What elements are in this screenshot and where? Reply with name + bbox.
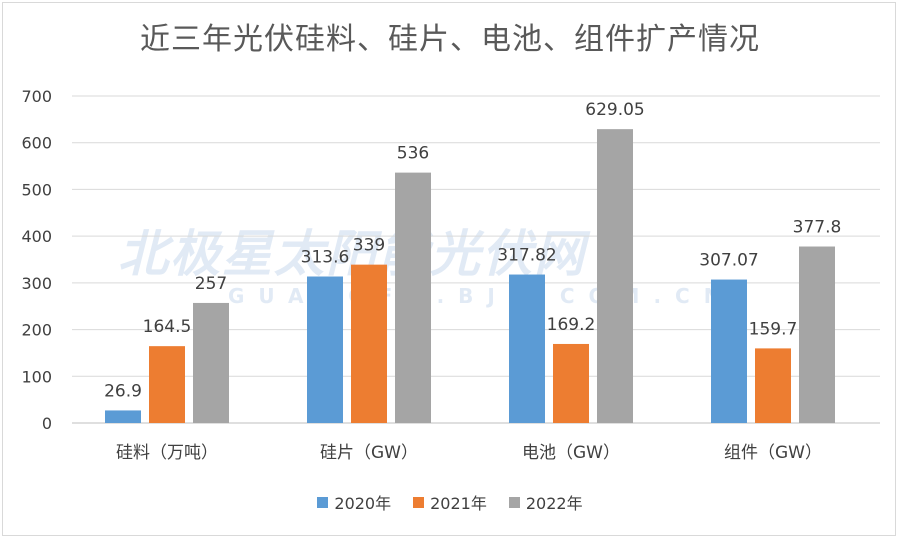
- bar: [395, 172, 431, 423]
- x-tick-label: 硅料（万吨）: [116, 443, 218, 463]
- legend-item: 2020年: [317, 490, 391, 514]
- data-label: 164.5: [143, 317, 192, 337]
- y-tick-label: 300: [21, 274, 52, 293]
- data-label: 377.8: [793, 218, 842, 238]
- data-label: 159.7: [749, 319, 798, 339]
- legend-swatch: [317, 496, 329, 508]
- bar: [755, 348, 791, 423]
- legend-swatch: [413, 496, 425, 508]
- data-label: 536: [397, 144, 429, 164]
- legend-label: 2021年: [430, 494, 487, 513]
- y-tick-label: 400: [21, 227, 52, 246]
- y-tick-label: 100: [21, 367, 52, 386]
- data-label: 317.82: [497, 246, 556, 266]
- chart-title: 近三年光伏硅料、硅片、电池、组件扩产情况: [140, 22, 760, 57]
- legend-item: 2021年: [413, 490, 487, 514]
- bar: [193, 302, 229, 423]
- legend-label: 2020年: [334, 494, 392, 513]
- chart-legend: 2020年 2021年 2022年: [0, 490, 900, 514]
- bar: [711, 279, 747, 423]
- y-tick-label: 500: [21, 180, 52, 199]
- bar: [597, 129, 633, 423]
- y-tick-label: 700: [21, 87, 52, 106]
- y-tick-label: 600: [21, 134, 52, 153]
- bar: [105, 410, 141, 423]
- x-tick-label: 硅片（GW）: [320, 443, 418, 463]
- bar: [351, 264, 387, 423]
- y-tick-label: 200: [21, 321, 52, 340]
- bar: [307, 276, 343, 423]
- data-label: 313.6: [301, 248, 350, 268]
- y-tick-label: 0: [42, 414, 52, 433]
- data-label: 26.9: [104, 381, 142, 401]
- bar: [509, 274, 545, 423]
- data-label: 629.05: [585, 100, 644, 120]
- data-label: 339: [353, 236, 385, 256]
- data-label: 307.07: [699, 251, 758, 271]
- bar: [799, 246, 835, 423]
- legend-item: 2022年: [508, 490, 583, 514]
- bar: [149, 346, 185, 423]
- legend-swatch: [508, 496, 520, 508]
- legend-label: 2022年: [525, 494, 583, 513]
- x-tick-label: 组件（GW）: [724, 443, 822, 463]
- bar: [553, 343, 589, 423]
- data-label: 257: [195, 274, 227, 294]
- x-tick-label: 电池（GW）: [522, 443, 620, 463]
- data-label: 169.2: [547, 315, 596, 335]
